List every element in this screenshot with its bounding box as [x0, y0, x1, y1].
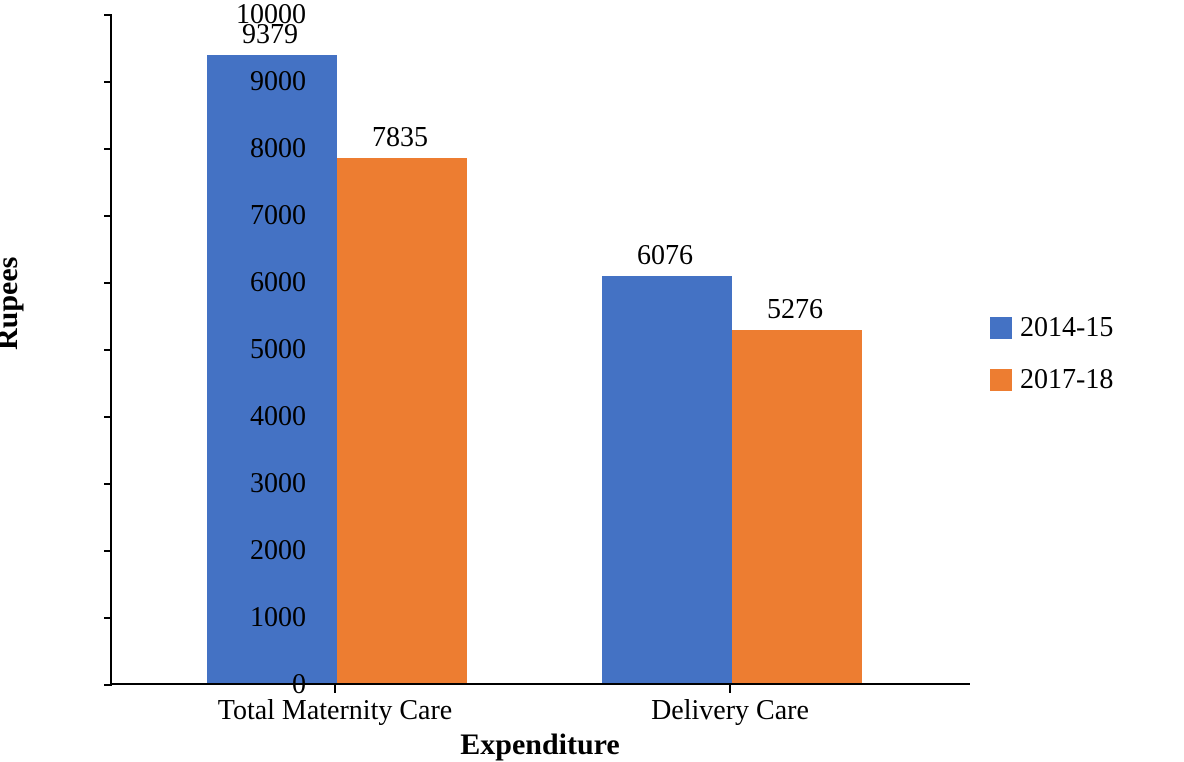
- legend-swatch-icon: [990, 317, 1012, 339]
- bar-value-label: 6076: [637, 240, 693, 272]
- legend-item-2014-15: 2014-15: [990, 312, 1113, 344]
- y-tick-mark: [104, 215, 112, 217]
- bar: [337, 158, 467, 683]
- y-tick-label: 1000: [206, 602, 306, 634]
- legend-label: 2014-15: [1020, 312, 1113, 344]
- y-tick-mark: [104, 617, 112, 619]
- bar: [602, 276, 732, 683]
- x-tick-mark: [334, 685, 336, 693]
- y-tick-mark: [104, 14, 112, 16]
- y-tick-label: 3000: [206, 468, 306, 500]
- x-axis-title: Expenditure: [460, 728, 619, 762]
- legend: 2014-15 2017-18: [990, 312, 1113, 416]
- x-category-label: Delivery Care: [651, 695, 809, 727]
- y-tick-mark: [104, 550, 112, 552]
- y-tick-label: 9000: [206, 66, 306, 98]
- legend-label: 2017-18: [1020, 364, 1113, 396]
- y-tick-label: 5000: [206, 334, 306, 366]
- x-category-label: Total Maternity Care: [218, 695, 452, 727]
- bar-value-label: 9379: [242, 19, 298, 51]
- y-tick-mark: [104, 483, 112, 485]
- y-tick-mark: [104, 684, 112, 686]
- y-tick-label: 4000: [206, 401, 306, 433]
- y-tick-label: 7000: [206, 200, 306, 232]
- y-tick-label: 8000: [206, 133, 306, 165]
- y-tick-mark: [104, 81, 112, 83]
- expenditure-bar-chart: Rupees Expenditure 2014-15 2017-18 01000…: [0, 0, 1184, 756]
- y-axis-title: Rupees: [0, 257, 25, 350]
- legend-item-2017-18: 2017-18: [990, 364, 1113, 396]
- bar-value-label: 7835: [372, 122, 428, 154]
- legend-swatch-icon: [990, 369, 1012, 391]
- y-tick-mark: [104, 416, 112, 418]
- bar: [732, 330, 862, 683]
- y-tick-mark: [104, 282, 112, 284]
- y-tick-label: 2000: [206, 535, 306, 567]
- bar-value-label: 5276: [767, 294, 823, 326]
- y-tick-mark: [104, 148, 112, 150]
- y-tick-label: 6000: [206, 267, 306, 299]
- x-tick-mark: [729, 685, 731, 693]
- y-tick-mark: [104, 349, 112, 351]
